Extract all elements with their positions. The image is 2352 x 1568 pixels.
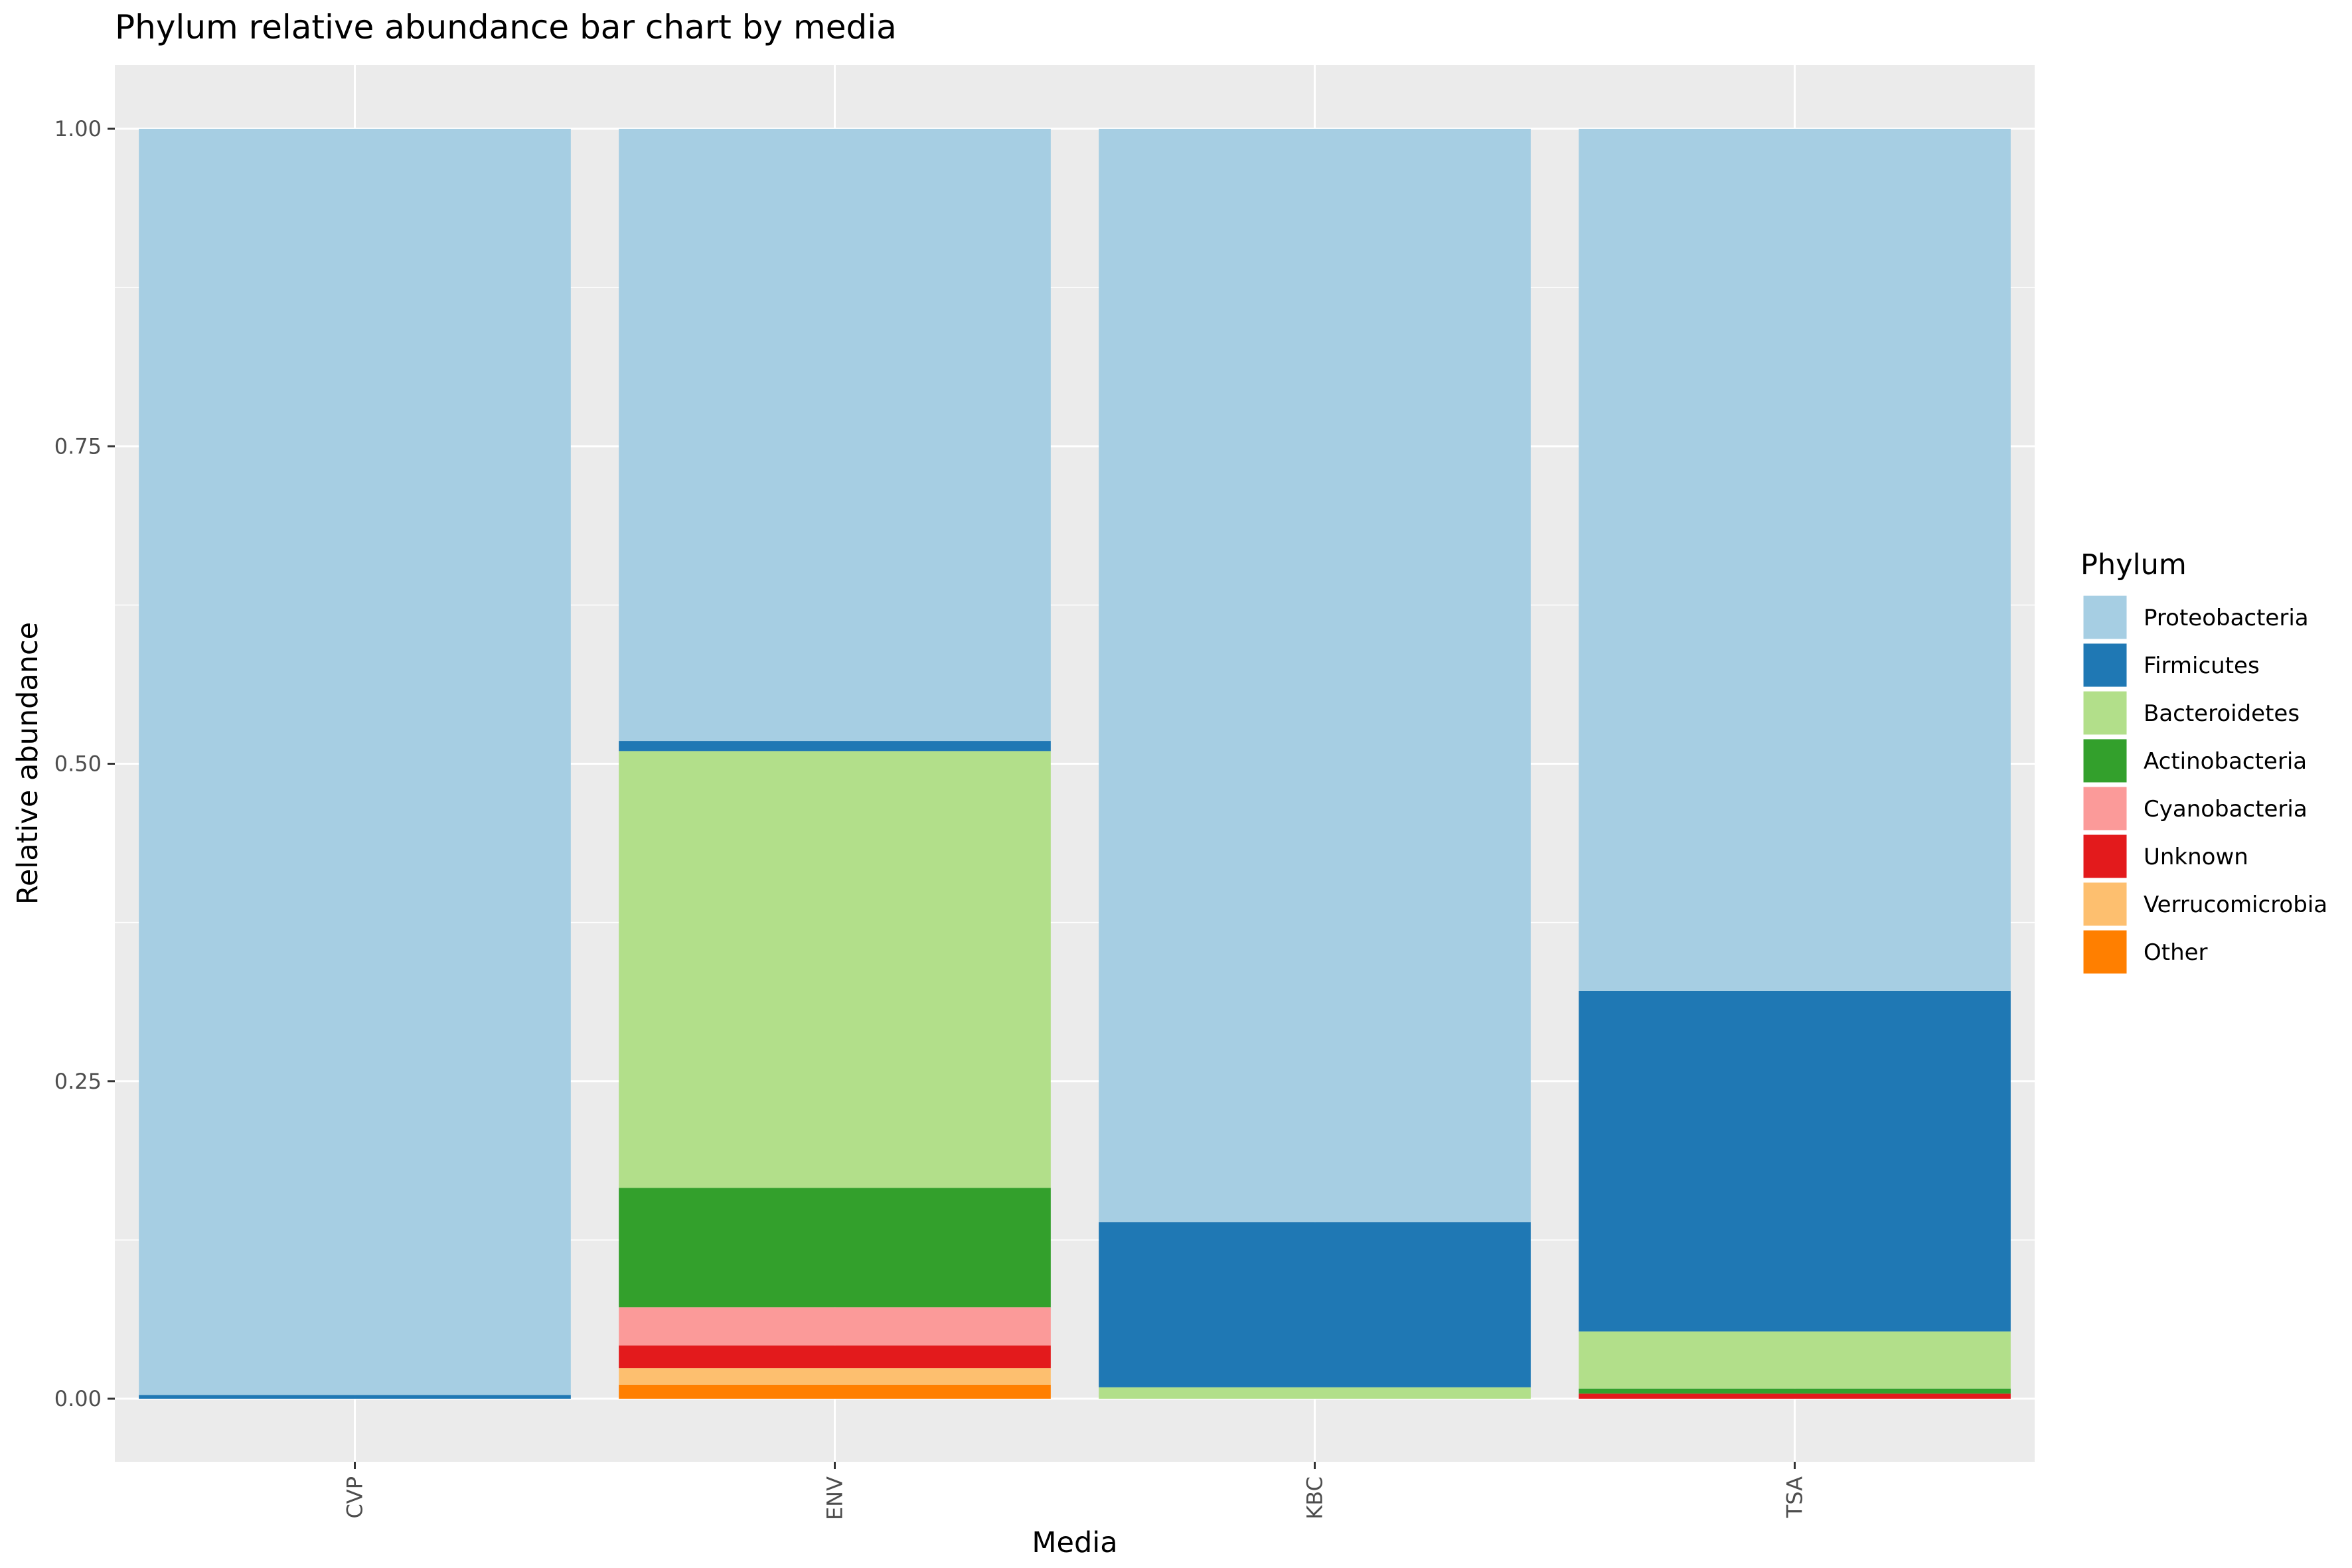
legend-label: Other [2144, 939, 2208, 966]
legend-label: Cyanobacteria [2144, 796, 2308, 823]
x-tick-label: KBC [1302, 1476, 1328, 1520]
y-axis-title: Relative abundance [11, 622, 44, 905]
bar-segment [619, 1385, 1051, 1399]
bar-segment [1579, 1393, 2011, 1399]
x-axis: CVP ENV KBC TSA [343, 1462, 1808, 1520]
legend-key [2082, 690, 2128, 736]
legend-label: Bacteroidetes [2144, 700, 2300, 727]
bar-segment [139, 1395, 571, 1399]
y-tick-label: 0.75 [54, 433, 102, 459]
bar-segment [1099, 1222, 1531, 1387]
bar-segment [1579, 991, 2011, 1332]
y-tick-label: 1.00 [54, 116, 102, 141]
legend-key [2082, 882, 2128, 927]
legend-label: Unknown [2144, 844, 2248, 870]
x-tick-label: TSA [1782, 1476, 1808, 1518]
bar-segment [619, 741, 1051, 751]
legend-key [2082, 929, 2128, 975]
y-tick-label: 0.00 [54, 1386, 102, 1411]
bar-segment [1099, 1387, 1531, 1399]
bar-segment [1579, 1332, 2011, 1389]
bar-segment [139, 129, 571, 1395]
bar-segment [1579, 1389, 2011, 1394]
chart-title: Phylum relative abundance bar chart by m… [115, 8, 897, 46]
bar-segment [619, 1188, 1051, 1307]
x-tick-label: ENV [823, 1476, 848, 1520]
legend-title: Phylum [2080, 548, 2187, 582]
bar-segment [619, 1346, 1051, 1368]
legend-key [2082, 834, 2128, 879]
legend-key [2082, 643, 2128, 688]
bar-segment [619, 129, 1051, 741]
y-axis: 0.00 0.25 0.50 0.75 1.00 [54, 116, 115, 1411]
x-tick-label: CVP [343, 1476, 368, 1519]
bar-segment [1579, 129, 2011, 991]
legend: Phylum Proteobacteria Firmicutes Bacteroid… [2080, 548, 2327, 975]
legend-key [2082, 738, 2128, 783]
bar-segment [619, 1307, 1051, 1345]
y-tick-label: 0.50 [54, 751, 102, 777]
legend-key [2082, 595, 2128, 640]
legend-label: Verrucomicrobia [2144, 892, 2327, 918]
legend-label: Actinobacteria [2144, 748, 2307, 775]
bar-segment [619, 751, 1051, 1188]
bar-segment [1099, 129, 1531, 1222]
y-tick-label: 0.25 [54, 1069, 102, 1094]
x-axis-title: Media [1032, 1526, 1117, 1559]
bar-segment [619, 1368, 1051, 1385]
legend-label: Proteobacteria [2144, 605, 2309, 631]
legend-key [2082, 786, 2128, 831]
legend-label: Firmicutes [2144, 653, 2260, 679]
